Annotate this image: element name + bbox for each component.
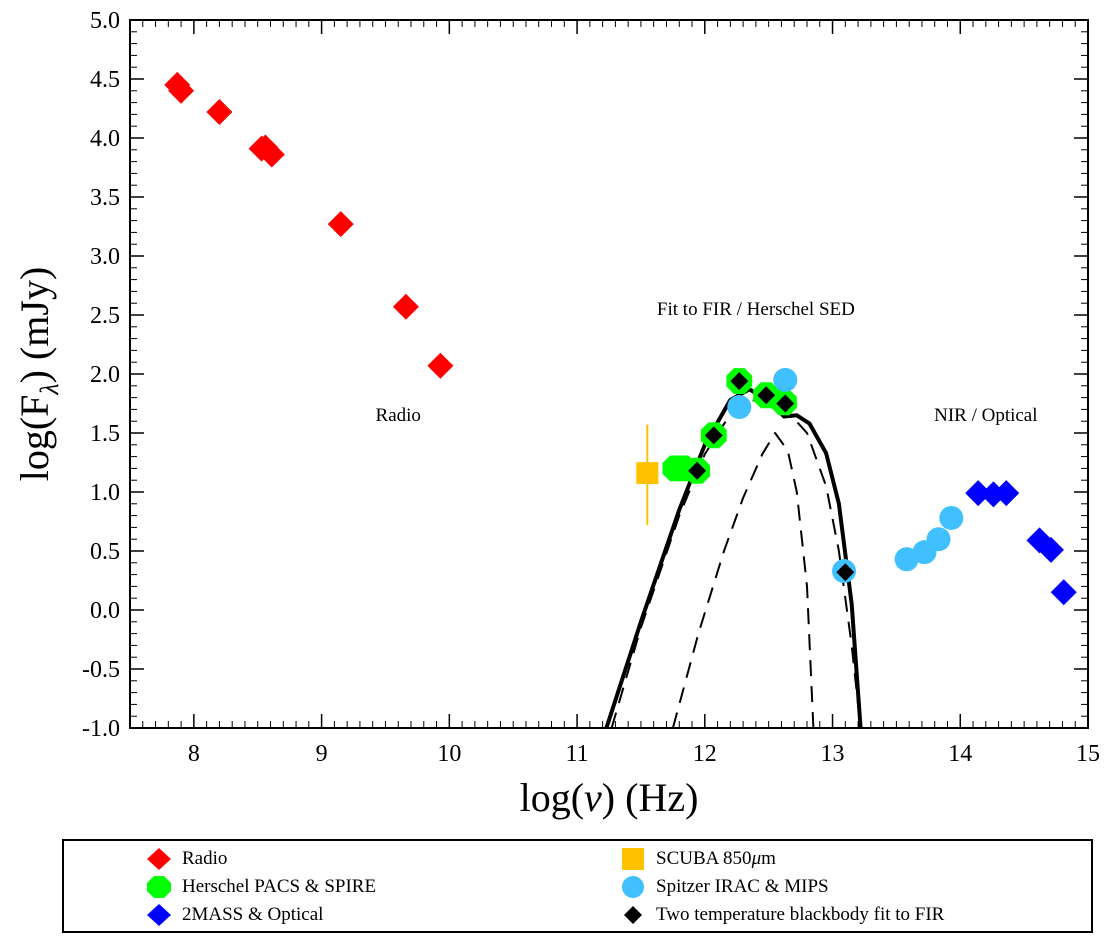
x-tick-label: 8	[188, 741, 200, 767]
data-point	[206, 99, 233, 126]
data-point	[926, 527, 951, 552]
data-point	[757, 386, 776, 405]
y-tick-label: 4.5	[90, 67, 120, 93]
y-tick-label: 5.0	[90, 8, 120, 34]
y-tick-label: 0.0	[90, 598, 120, 624]
y-tick-label: 0.5	[90, 539, 120, 565]
legend-label: SCUBA 850μm	[656, 848, 776, 869]
data-point	[1037, 536, 1064, 563]
data-point	[993, 480, 1020, 507]
x-tick-label: 13	[821, 741, 845, 767]
blue-diamond-icon	[147, 904, 171, 926]
orange-square-icon	[622, 848, 644, 870]
legend-item-herschel: Herschel PACS & SPIRE	[146, 875, 376, 899]
dashed-component-curve	[610, 399, 862, 728]
y-tick-label: 2.0	[90, 362, 120, 388]
x-tick-label: 10	[437, 741, 461, 767]
y-tick-label: 2.5	[90, 303, 120, 329]
data-point	[688, 461, 707, 480]
legend-label: Radio	[182, 848, 228, 869]
y-tick-label: -0.5	[82, 657, 120, 683]
y-tick-label: 4.0	[90, 126, 120, 152]
legend-marker	[624, 906, 642, 924]
chart-annotation: Fit to FIR / Herschel SED	[657, 299, 855, 320]
chart-annotation: NIR / Optical	[934, 405, 1037, 426]
data-point	[392, 293, 419, 320]
legend-label: Two temperature blackbody fit to FIR	[656, 904, 945, 925]
data-points	[164, 71, 1077, 606]
data-point	[939, 505, 964, 530]
legend-item-blackbody-fit: Two temperature blackbody fit to FIR	[620, 903, 944, 927]
x-tick-label: 12	[693, 741, 717, 767]
legend-item-scuba: SCUBA 850μm	[620, 847, 776, 871]
annotations: Radio Fit to FIR / Herschel SED NIR / Opti…	[376, 299, 1038, 426]
y-tick-label: 3.0	[90, 244, 120, 270]
x-axis-title: log(ν) (Hz)	[520, 775, 699, 820]
legend-item-spitzer: Spitzer IRAC & MIPS	[620, 875, 829, 899]
sed-chart: 8 9 10 11 12 13 14 15 -1.0 -0.5 0.0 0.5 1.0 1.5 2.0 2.5…	[12, 8, 1100, 820]
x-tick-label: 11	[566, 741, 589, 767]
data-point	[258, 141, 285, 168]
legend-marker	[622, 848, 644, 870]
legend-label: 2MASS & Optical	[182, 904, 324, 925]
x-tick-label: 9	[316, 741, 328, 767]
dashed-component-curve	[671, 432, 815, 728]
y-tick-label: -1.0	[82, 716, 120, 742]
x-tick-label: 14	[948, 741, 972, 767]
chart-annotation: Radio	[376, 405, 421, 426]
legend-marker	[147, 876, 171, 898]
data-point	[704, 426, 723, 445]
legend-marker	[147, 904, 171, 926]
blue-circle-icon	[622, 876, 644, 898]
data-point	[730, 372, 749, 391]
legend-marker	[622, 876, 644, 898]
legend-marker	[147, 848, 171, 870]
green-octagon-icon	[147, 876, 171, 898]
legend-item-2mass: 2MASS & Optical	[146, 903, 323, 927]
data-point	[1050, 579, 1077, 606]
legend: Radio SCUBA 850μm Herschel PACS & SPIRE …	[62, 839, 1093, 933]
data-point	[168, 77, 195, 104]
data-point	[636, 462, 659, 485]
fit-curves	[604, 387, 863, 728]
data-point	[773, 367, 798, 392]
total-fit-curve	[604, 387, 863, 728]
y-tick-label: 1.0	[90, 480, 120, 506]
axes: 8 9 10 11 12 13 14 15 -1.0 -0.5 0.0 0.5 1.0 1.5 2.0 2.5…	[82, 8, 1100, 767]
data-point	[965, 480, 992, 507]
x-tick-label: 15	[1076, 741, 1100, 767]
y-tick-label: 1.5	[90, 421, 120, 447]
legend-item-radio: Radio	[146, 847, 227, 871]
black-diamond-icon	[624, 906, 642, 924]
data-point	[776, 394, 795, 413]
data-point	[727, 395, 752, 420]
data-point	[427, 352, 454, 379]
data-point	[836, 563, 855, 582]
legend-label: Herschel PACS & SPIRE	[182, 876, 377, 897]
legend-label: Spitzer IRAC & MIPS	[656, 876, 829, 897]
plot-frame	[129, 19, 1089, 729]
data-point	[327, 211, 354, 238]
y-tick-label: 3.5	[90, 185, 120, 211]
y-axis-title: log(Fλ) (mJy)	[12, 267, 64, 482]
red-diamond-icon	[147, 848, 171, 870]
